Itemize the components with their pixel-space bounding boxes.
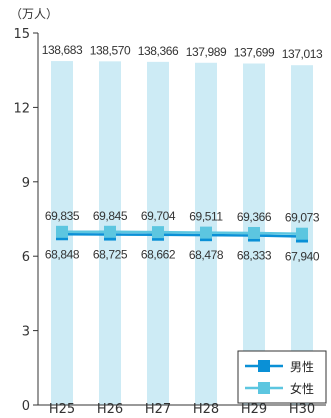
male-value-label: 68,848	[45, 247, 80, 261]
data-labels: 138,683 138,570 138,366 137,989 137,699 137,0…	[42, 43, 324, 264]
female-series-line	[61, 230, 303, 235]
x-tick-label: H25	[49, 402, 75, 417]
female-marker	[248, 226, 260, 239]
male-value-label: 68,662	[141, 248, 176, 262]
y-tick-label: 15	[13, 27, 30, 42]
y-tick-label: 12	[13, 101, 30, 116]
total-value-label: 138,570	[90, 43, 131, 57]
female-value-label: 69,511	[189, 210, 223, 224]
male-value-label: 68,333	[237, 249, 272, 263]
y-tick-label: 0	[22, 399, 30, 414]
legend-marker-female	[258, 382, 270, 394]
axes: 0 3 6 9 12 15 H25 H26 H27 H28 H29 H30	[13, 27, 326, 417]
y-tick-label: 3	[22, 325, 30, 340]
total-value-label: 138,366	[138, 44, 179, 58]
x-tick-label: H26	[97, 402, 123, 417]
female-value-label: 69,366	[237, 210, 272, 224]
legend-label-female: 女性	[290, 381, 314, 396]
legend-box	[237, 350, 327, 404]
female-marker	[56, 225, 68, 238]
male-value-label: 67,940	[285, 250, 320, 264]
male-value-label: 68,725	[93, 248, 128, 262]
female-value-label: 69,835	[45, 209, 80, 223]
male-series-line	[61, 233, 303, 238]
legend: 男性 女性	[237, 350, 327, 404]
x-tick-label: H27	[145, 402, 171, 417]
series-lines	[56, 225, 308, 243]
x-tick-label: H30	[289, 402, 315, 417]
x-tick-label: H29	[241, 402, 267, 417]
female-value-label: 69,704	[141, 209, 176, 223]
total-value-label: 137,699	[234, 46, 275, 60]
x-tick-label: H28	[193, 402, 219, 417]
y-tick-label: 6	[22, 250, 30, 265]
male-value-label: 68,478	[189, 248, 224, 262]
female-value-label: 69,845	[93, 209, 128, 223]
total-value-label: 138,683	[42, 43, 83, 57]
legend-label-male: 男性	[290, 360, 314, 374]
female-value-label: 69,073	[285, 211, 320, 225]
total-value-label: 137,989	[186, 45, 227, 59]
legend-marker-male	[258, 360, 270, 372]
unit-label: （万人）	[10, 7, 58, 21]
female-marker	[296, 227, 308, 240]
female-marker	[152, 226, 164, 239]
female-marker	[200, 226, 212, 239]
total-value-label: 137,013	[282, 47, 323, 61]
female-marker	[104, 225, 116, 238]
y-tick-label: 9	[22, 176, 30, 191]
